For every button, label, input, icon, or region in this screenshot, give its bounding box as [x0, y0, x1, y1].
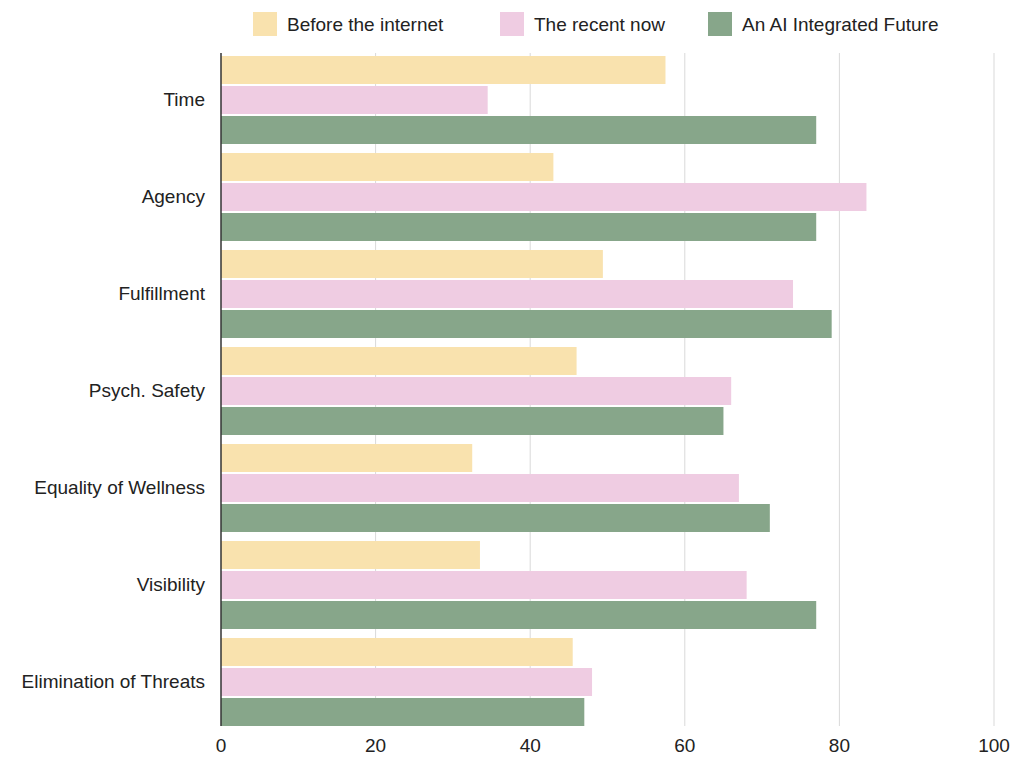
bar — [221, 250, 603, 278]
legend-swatch — [500, 12, 524, 36]
category-label: Elimination of Threats — [22, 671, 205, 692]
axis-line — [220, 53, 222, 726]
tick-label: 40 — [520, 735, 541, 756]
bar — [221, 571, 747, 599]
tick-label: 100 — [978, 735, 1010, 756]
bar — [221, 86, 488, 114]
bar — [221, 116, 816, 144]
bar — [221, 377, 731, 405]
category-label: Agency — [142, 186, 206, 207]
bars — [221, 56, 866, 726]
bar — [221, 407, 723, 435]
tick-label: 20 — [365, 735, 386, 756]
tick-label: 80 — [829, 735, 850, 756]
tick-label: 60 — [674, 735, 695, 756]
bar — [221, 280, 793, 308]
bar — [221, 601, 816, 629]
legend-swatch — [253, 12, 277, 36]
chart-svg: 0 20 40 60 80 100 Time Agency Fulfillment Psych. … — [0, 0, 1024, 770]
tick-label: 0 — [216, 735, 227, 756]
bar — [221, 347, 577, 375]
bar — [221, 213, 816, 241]
legend-label: An AI Integrated Future — [742, 14, 938, 35]
bar — [221, 668, 592, 696]
chart-container: 0 20 40 60 80 100 Time Agency Fulfillment Psych. … — [0, 0, 1024, 770]
bar — [221, 310, 832, 338]
bar — [221, 183, 866, 211]
bar — [221, 444, 472, 472]
category-label: Fulfillment — [118, 283, 205, 304]
category-label: Equality of Wellness — [34, 477, 205, 498]
bar — [221, 698, 584, 726]
legend: Before the internet The recent now An AI I… — [253, 12, 938, 36]
category-label: Psych. Safety — [89, 380, 206, 401]
bar — [221, 56, 665, 84]
bar — [221, 474, 739, 502]
x-axis: 0 20 40 60 80 100 — [216, 735, 1010, 756]
legend-label: Before the internet — [287, 14, 444, 35]
legend-label: The recent now — [534, 14, 665, 35]
bar — [221, 504, 770, 532]
category-label: Time — [163, 89, 205, 110]
bar — [221, 153, 553, 181]
bar — [221, 638, 573, 666]
y-axis: Time Agency Fulfillment Psych. Safety Equali… — [22, 89, 206, 692]
category-label: Visibility — [137, 574, 206, 595]
legend-swatch — [708, 12, 732, 36]
grid-line — [994, 53, 995, 726]
bar — [221, 541, 480, 569]
grid-line — [839, 53, 840, 726]
